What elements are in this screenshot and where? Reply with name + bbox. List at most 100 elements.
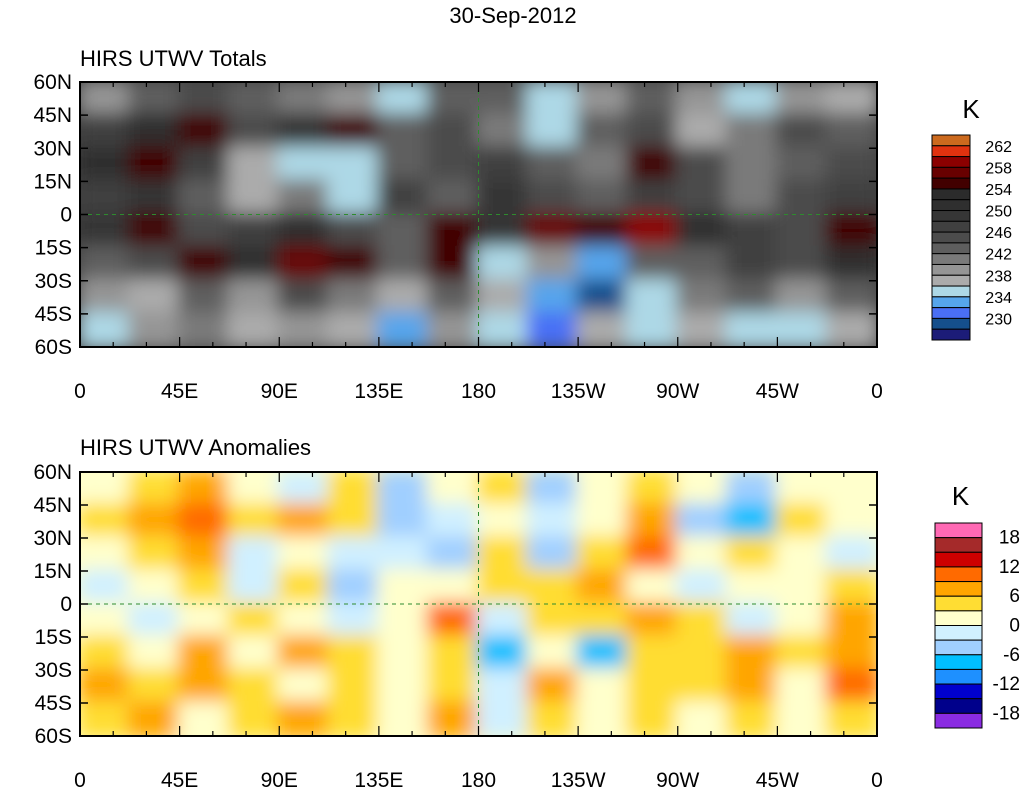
field-cell: [725, 569, 780, 606]
field-cell: [775, 212, 830, 250]
field-cell: [725, 668, 780, 705]
field-cell: [376, 82, 431, 118]
field-cell: [725, 635, 780, 672]
field-cell: [327, 536, 381, 573]
field-cell: [775, 82, 830, 118]
colorbar-box: [934, 654, 983, 670]
colorbar-label: 0: [1009, 616, 1020, 637]
field-cell: [775, 503, 830, 540]
field-cell: [327, 668, 381, 705]
field-cell: [576, 635, 630, 672]
field-cell: [576, 113, 630, 151]
colorbar-units: K: [962, 94, 980, 124]
field-cell: [426, 245, 481, 283]
field-cell: [526, 179, 581, 217]
colorbar-label: 250: [985, 204, 1012, 221]
field-cell: [277, 82, 332, 118]
field-cell: [376, 179, 431, 217]
field-cell: [376, 113, 431, 151]
field-cell: [127, 503, 182, 540]
xtick-label: 135W: [551, 769, 606, 788]
colorbar-box: [931, 274, 971, 287]
field-cell: [725, 602, 780, 639]
field-cell: [576, 472, 630, 507]
field-cell: [825, 113, 877, 151]
field-cell: [177, 668, 232, 705]
xtick-label: 45E: [161, 769, 198, 788]
colorbar-box: [931, 307, 971, 319]
field-cell: [80, 278, 132, 316]
field-cell: [227, 113, 282, 151]
field-cell: [675, 245, 730, 283]
field-cell: [675, 113, 730, 151]
ytick-label: 15N: [33, 170, 72, 193]
field-cell: [227, 635, 282, 672]
field-cell: [625, 569, 680, 606]
colorbar-box: [931, 188, 971, 201]
totals-panel: HIRS UTWV Totals 60N 45N 30N 15N 0 15S 30S 45S 60…: [33, 46, 1012, 403]
field-cell: [127, 536, 182, 573]
ytick-label: 45S: [35, 303, 72, 326]
field-cell: [127, 569, 182, 606]
colorbar-label: 6: [1009, 586, 1020, 607]
field-cell: [277, 146, 332, 184]
colorbar-box: [934, 625, 983, 641]
field-cell: [327, 602, 381, 639]
field-cell: [476, 212, 531, 250]
field-cell: [80, 602, 132, 639]
field-cell: [526, 245, 581, 283]
field-cell: [177, 278, 232, 316]
field-cell: [775, 635, 830, 672]
xtick-label: 0: [871, 380, 883, 403]
field-cell: [376, 668, 431, 705]
field-cell: [426, 569, 481, 606]
field-cell: [327, 701, 381, 736]
field-cell: [80, 569, 132, 606]
field-cell: [476, 602, 531, 639]
field-cell: [825, 245, 877, 283]
colorbar-box: [931, 220, 971, 233]
field-cell: [675, 311, 730, 347]
colorbar-label: 242: [985, 247, 1012, 264]
field-cell: [675, 472, 730, 507]
field-cell: [80, 212, 132, 250]
ytick-label: 15S: [35, 237, 72, 260]
field-cell: [526, 146, 581, 184]
colorbar-label: 254: [985, 182, 1012, 199]
field-cell: [725, 503, 780, 540]
field-cell: [775, 668, 830, 705]
field-cell: [725, 536, 780, 573]
field-cell: [775, 113, 830, 151]
xtick-label: 180: [461, 380, 496, 403]
ytick-label: 45N: [33, 104, 72, 127]
colorbar-label: -6: [1003, 645, 1020, 666]
field-cell: [426, 668, 481, 705]
field-cell: [127, 635, 182, 672]
field-cell: [127, 668, 182, 705]
ytick-label: 30N: [33, 527, 72, 550]
colorbar-box: [931, 145, 971, 158]
field-cell: [426, 536, 481, 573]
xtick-label: 0: [74, 769, 86, 788]
field-cell: [775, 536, 830, 573]
field-cells: [80, 82, 877, 347]
colorbar-box: [931, 242, 971, 255]
field-cell: [80, 82, 132, 118]
colorbar-label: 12: [999, 557, 1020, 578]
field-cell: [825, 82, 877, 118]
colorbar-box: [934, 639, 983, 656]
field-cell: [277, 113, 332, 151]
field-cell: [426, 503, 481, 540]
field-cell: [426, 278, 481, 316]
field-cell: [675, 82, 730, 118]
field-cell: [376, 602, 431, 639]
field-cell: [277, 668, 332, 705]
field-cell: [80, 311, 132, 347]
colorbar-box: [931, 210, 971, 222]
field-cell: [227, 245, 282, 283]
xtick-label: 90W: [656, 380, 699, 403]
xtick-label: 90W: [656, 769, 699, 788]
field-cell: [576, 82, 630, 118]
field-cell: [426, 212, 481, 250]
field-cell: [227, 146, 282, 184]
